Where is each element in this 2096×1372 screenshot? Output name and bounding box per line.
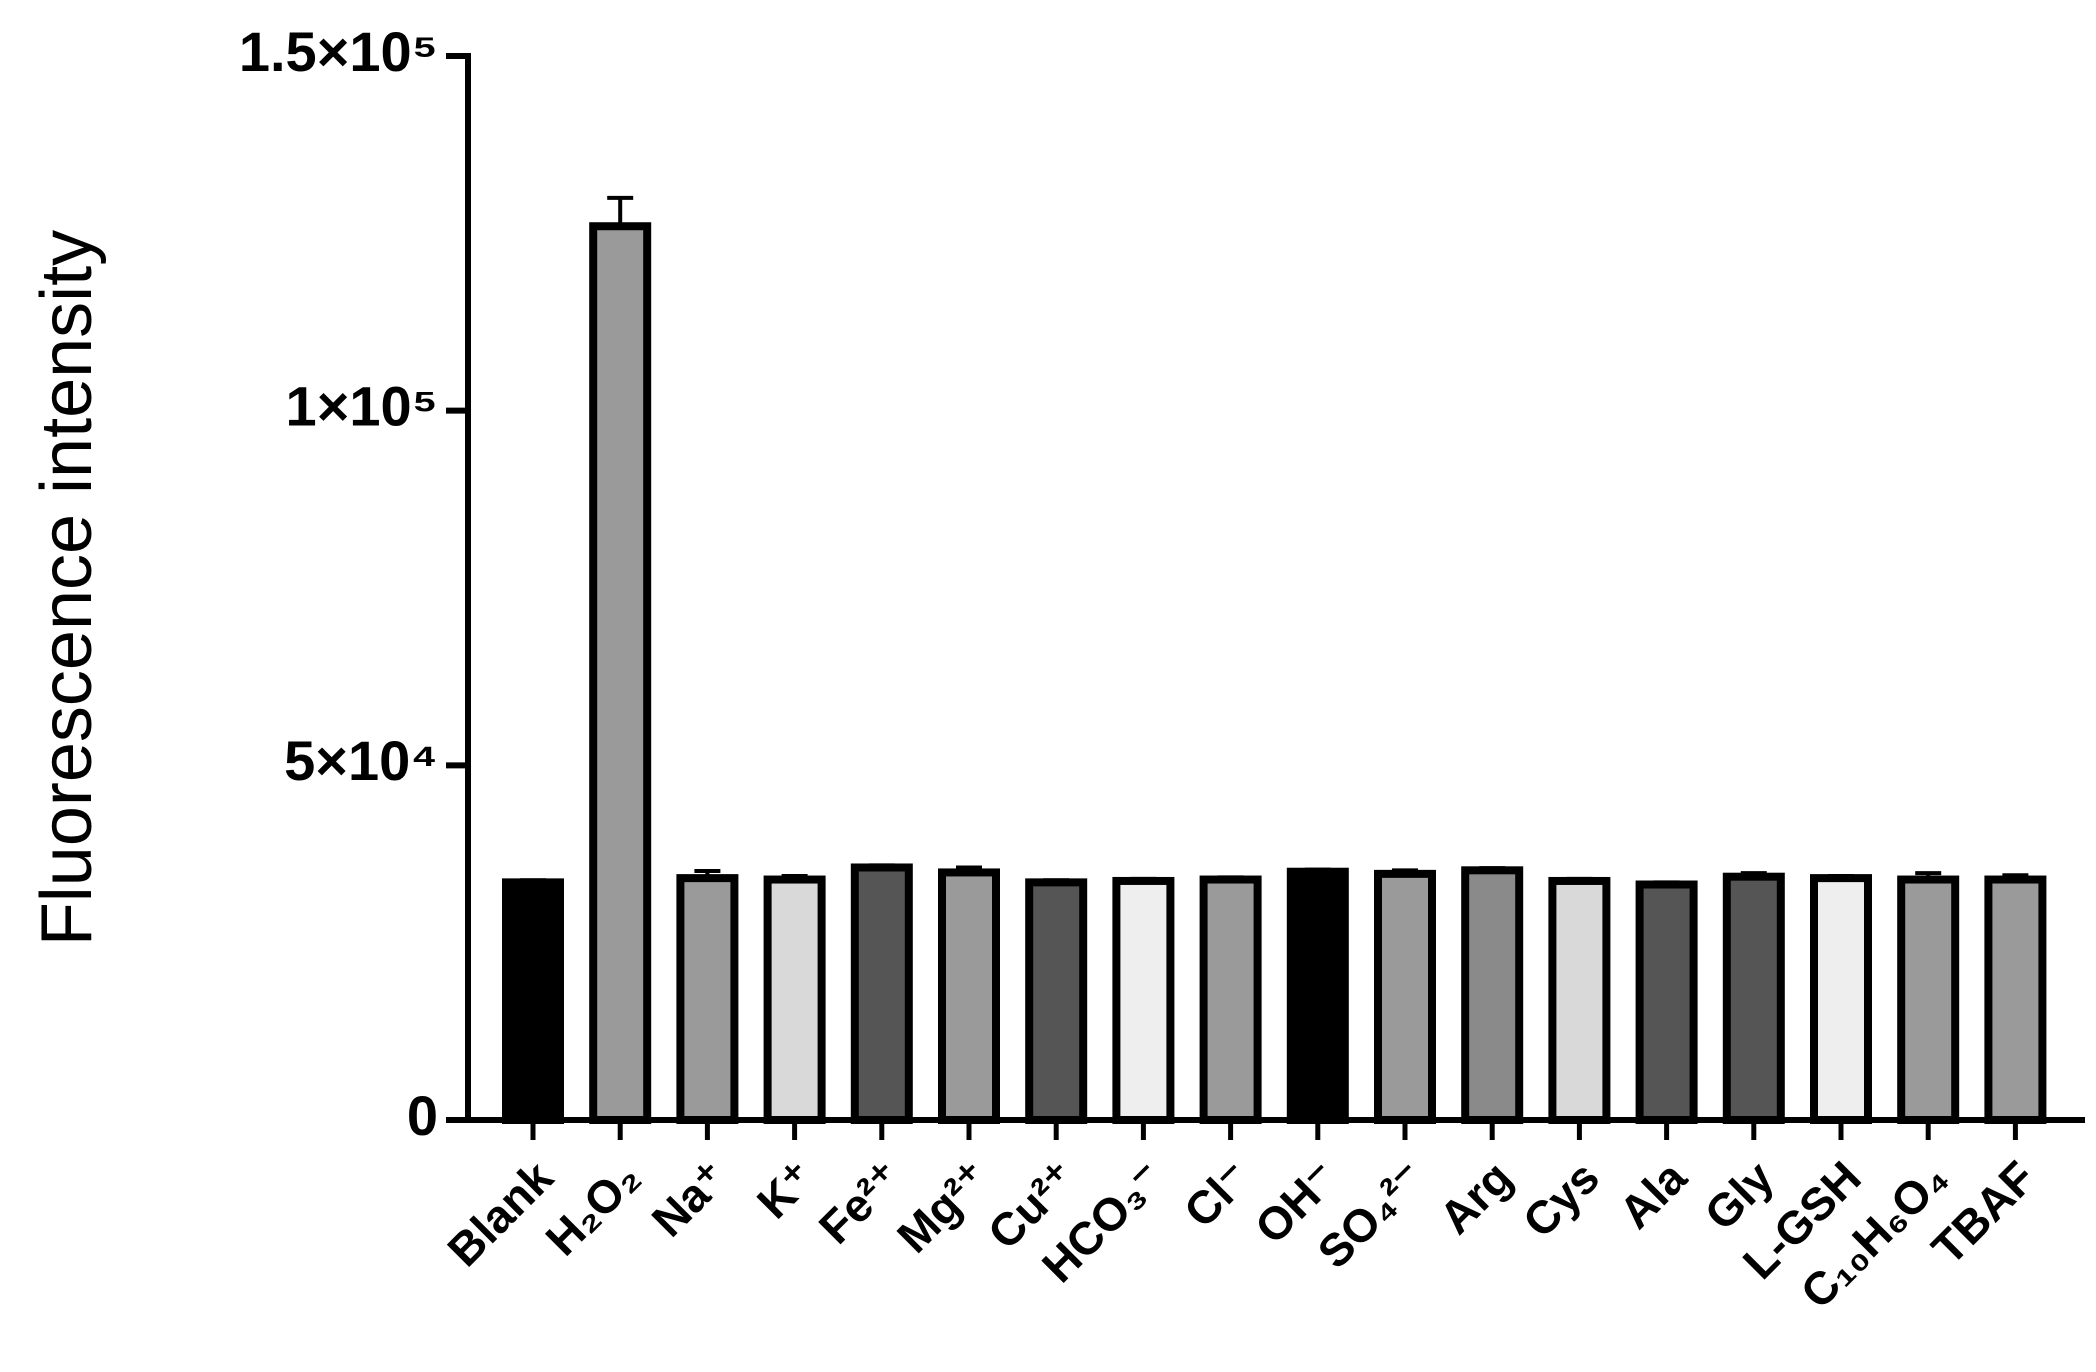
y-tick-label: 1.5×10⁵: [239, 20, 438, 83]
x-tick-label: TBAF: [1922, 1151, 2045, 1274]
bar: [1810, 874, 1872, 1124]
bar: [1461, 866, 1524, 1124]
bar: [1199, 875, 1262, 1125]
bar: [1025, 878, 1088, 1125]
bar: [1984, 875, 2047, 1125]
bar: [1286, 867, 1349, 1124]
x-tick-label: Ala: [1609, 1151, 1697, 1239]
x-tick-label: H₂O₂: [535, 1151, 649, 1265]
x-tick-label: Fe²⁺: [809, 1151, 912, 1254]
bar: [938, 868, 1000, 1125]
y-tick-label: 0: [407, 1084, 438, 1147]
y-tick-label: 5×10⁴: [284, 729, 438, 792]
y-tick-label: 1×10⁵: [286, 374, 438, 437]
bar: [676, 874, 739, 1124]
y-axis-label: Fluorescence intensity: [27, 230, 107, 946]
x-tick-label: Cys: [1513, 1151, 1609, 1247]
bar: [502, 878, 564, 1125]
x-tick-label: Arg: [1429, 1151, 1522, 1244]
bar: [1897, 875, 1960, 1125]
bar: [589, 222, 652, 1125]
x-tick-label: Blank: [437, 1151, 563, 1277]
bar: [1112, 876, 1175, 1124]
bar: [1722, 872, 1785, 1124]
x-tick-label: Cl⁻: [1174, 1151, 1260, 1237]
bar: [1548, 876, 1611, 1124]
bar: [1635, 880, 1698, 1125]
bar: [1374, 869, 1436, 1124]
bar: [763, 875, 826, 1125]
x-tick-label: Na⁺: [642, 1151, 738, 1247]
x-tick-label: Mg²⁺: [887, 1151, 999, 1263]
bar: [850, 863, 913, 1125]
